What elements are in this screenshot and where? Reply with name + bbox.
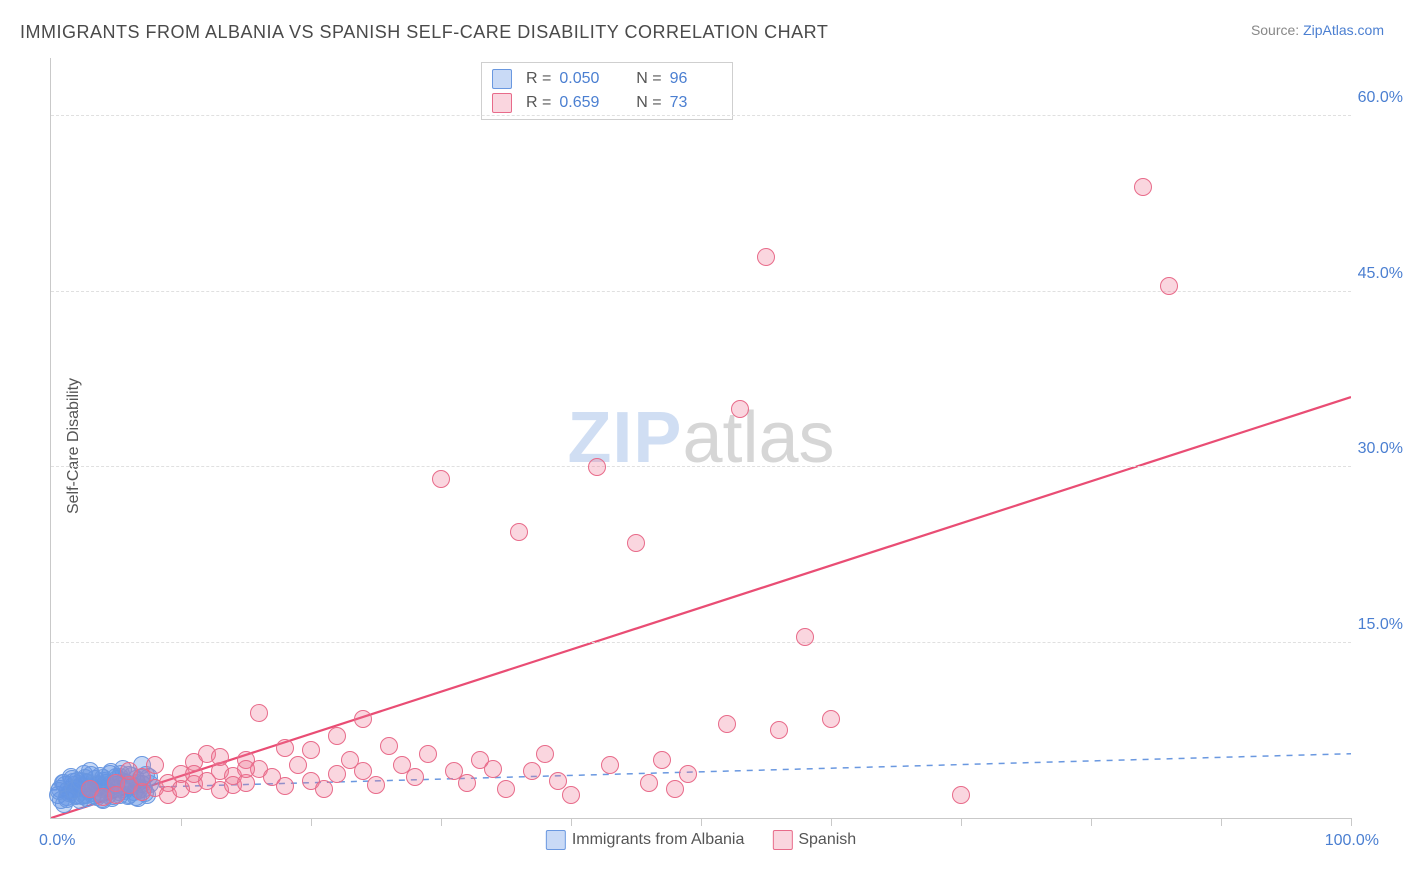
x-tick xyxy=(831,818,832,826)
r-value: 0.659 xyxy=(559,91,611,115)
r-label: R = xyxy=(526,67,551,91)
y-tick-label: 45.0% xyxy=(1343,265,1403,283)
data-point-spanish xyxy=(484,760,502,778)
n-value: 73 xyxy=(670,91,722,115)
data-point-spanish xyxy=(315,780,333,798)
legend-item: Spanish xyxy=(772,830,856,850)
stats-legend: R = 0.050 N = 96 R = 0.659 N = 73 xyxy=(481,62,733,120)
data-point-spanish xyxy=(367,776,385,794)
data-point-spanish xyxy=(731,400,749,418)
data-point-spanish xyxy=(952,786,970,804)
data-point-spanish xyxy=(627,534,645,552)
data-point-spanish xyxy=(302,741,320,759)
data-point-spanish xyxy=(380,737,398,755)
source-link[interactable]: ZipAtlas.com xyxy=(1303,22,1384,38)
legend-item: Immigrants from Albania xyxy=(546,830,745,850)
x-tick xyxy=(961,818,962,826)
data-point-spanish xyxy=(666,780,684,798)
source-prefix: Source: xyxy=(1251,22,1303,38)
chart-container: IMMIGRANTS FROM ALBANIA VS SPANISH SELF-… xyxy=(0,0,1406,892)
x-tick xyxy=(1091,818,1092,826)
data-point-spanish xyxy=(770,721,788,739)
data-point-spanish xyxy=(1160,277,1178,295)
data-point-spanish xyxy=(458,774,476,792)
data-point-spanish xyxy=(822,710,840,728)
data-point-spanish xyxy=(185,765,203,783)
data-point-spanish xyxy=(536,745,554,763)
n-value: 96 xyxy=(670,67,722,91)
data-point-spanish xyxy=(419,745,437,763)
x-tick xyxy=(1221,818,1222,826)
x-tick xyxy=(1351,818,1352,826)
data-point-spanish xyxy=(354,710,372,728)
data-point-spanish xyxy=(510,523,528,541)
x-tick xyxy=(311,818,312,826)
data-point-spanish xyxy=(211,748,229,766)
legend-swatch xyxy=(546,830,566,850)
r-label: R = xyxy=(526,91,551,115)
data-point-spanish xyxy=(250,704,268,722)
n-label: N = xyxy=(636,67,661,91)
n-label: N = xyxy=(636,91,661,115)
stats-row-spanish: R = 0.659 N = 73 xyxy=(492,91,722,115)
x-tick xyxy=(571,818,572,826)
swatch-spanish xyxy=(492,93,512,113)
data-point-spanish xyxy=(328,765,346,783)
grid-line xyxy=(51,291,1351,292)
data-point-spanish xyxy=(289,756,307,774)
stats-row-albania: R = 0.050 N = 96 xyxy=(492,67,722,91)
data-point-spanish xyxy=(497,780,515,798)
grid-line xyxy=(51,642,1351,643)
r-value: 0.050 xyxy=(559,67,611,91)
data-point-spanish xyxy=(328,727,346,745)
y-tick-label: 15.0% xyxy=(1343,616,1403,634)
legend-label: Immigrants from Albania xyxy=(572,831,745,848)
data-point-spanish xyxy=(406,768,424,786)
data-point-spanish xyxy=(757,248,775,266)
data-point-spanish xyxy=(276,777,294,795)
x-tick xyxy=(701,818,702,826)
data-point-spanish xyxy=(588,458,606,476)
data-point-spanish xyxy=(796,628,814,646)
data-point-spanish xyxy=(1134,178,1152,196)
data-point-spanish xyxy=(432,470,450,488)
data-point-spanish xyxy=(523,762,541,780)
x-tick xyxy=(181,818,182,826)
data-point-spanish xyxy=(653,751,671,769)
y-tick-label: 60.0% xyxy=(1343,89,1403,107)
data-point-spanish xyxy=(718,715,736,733)
data-point-spanish xyxy=(601,756,619,774)
x-tick xyxy=(441,818,442,826)
data-point-spanish xyxy=(276,739,294,757)
data-point-spanish xyxy=(237,760,255,778)
plot-area: ZIPatlas R =0.050 N =96R =0.659 N =73 0.… xyxy=(50,58,1351,819)
swatch-albania xyxy=(492,69,512,89)
legend-label: Spanish xyxy=(798,831,856,848)
data-point-spanish xyxy=(146,756,164,774)
legend-swatch xyxy=(772,830,792,850)
y-tick-label: 30.0% xyxy=(1343,440,1403,458)
x-axis-min-label: 0.0% xyxy=(39,832,75,850)
chart-title: IMMIGRANTS FROM ALBANIA VS SPANISH SELF-… xyxy=(20,22,828,43)
data-point-spanish xyxy=(640,774,658,792)
source-attribution: Source: ZipAtlas.com xyxy=(1251,22,1384,38)
grid-line xyxy=(51,115,1351,116)
data-point-spanish xyxy=(562,786,580,804)
data-point-spanish xyxy=(679,765,697,783)
series-legend: Immigrants from Albania Spanish xyxy=(546,830,856,850)
x-axis-max-label: 100.0% xyxy=(1325,832,1379,850)
grid-line xyxy=(51,466,1351,467)
trend-lines-layer xyxy=(51,58,1351,818)
